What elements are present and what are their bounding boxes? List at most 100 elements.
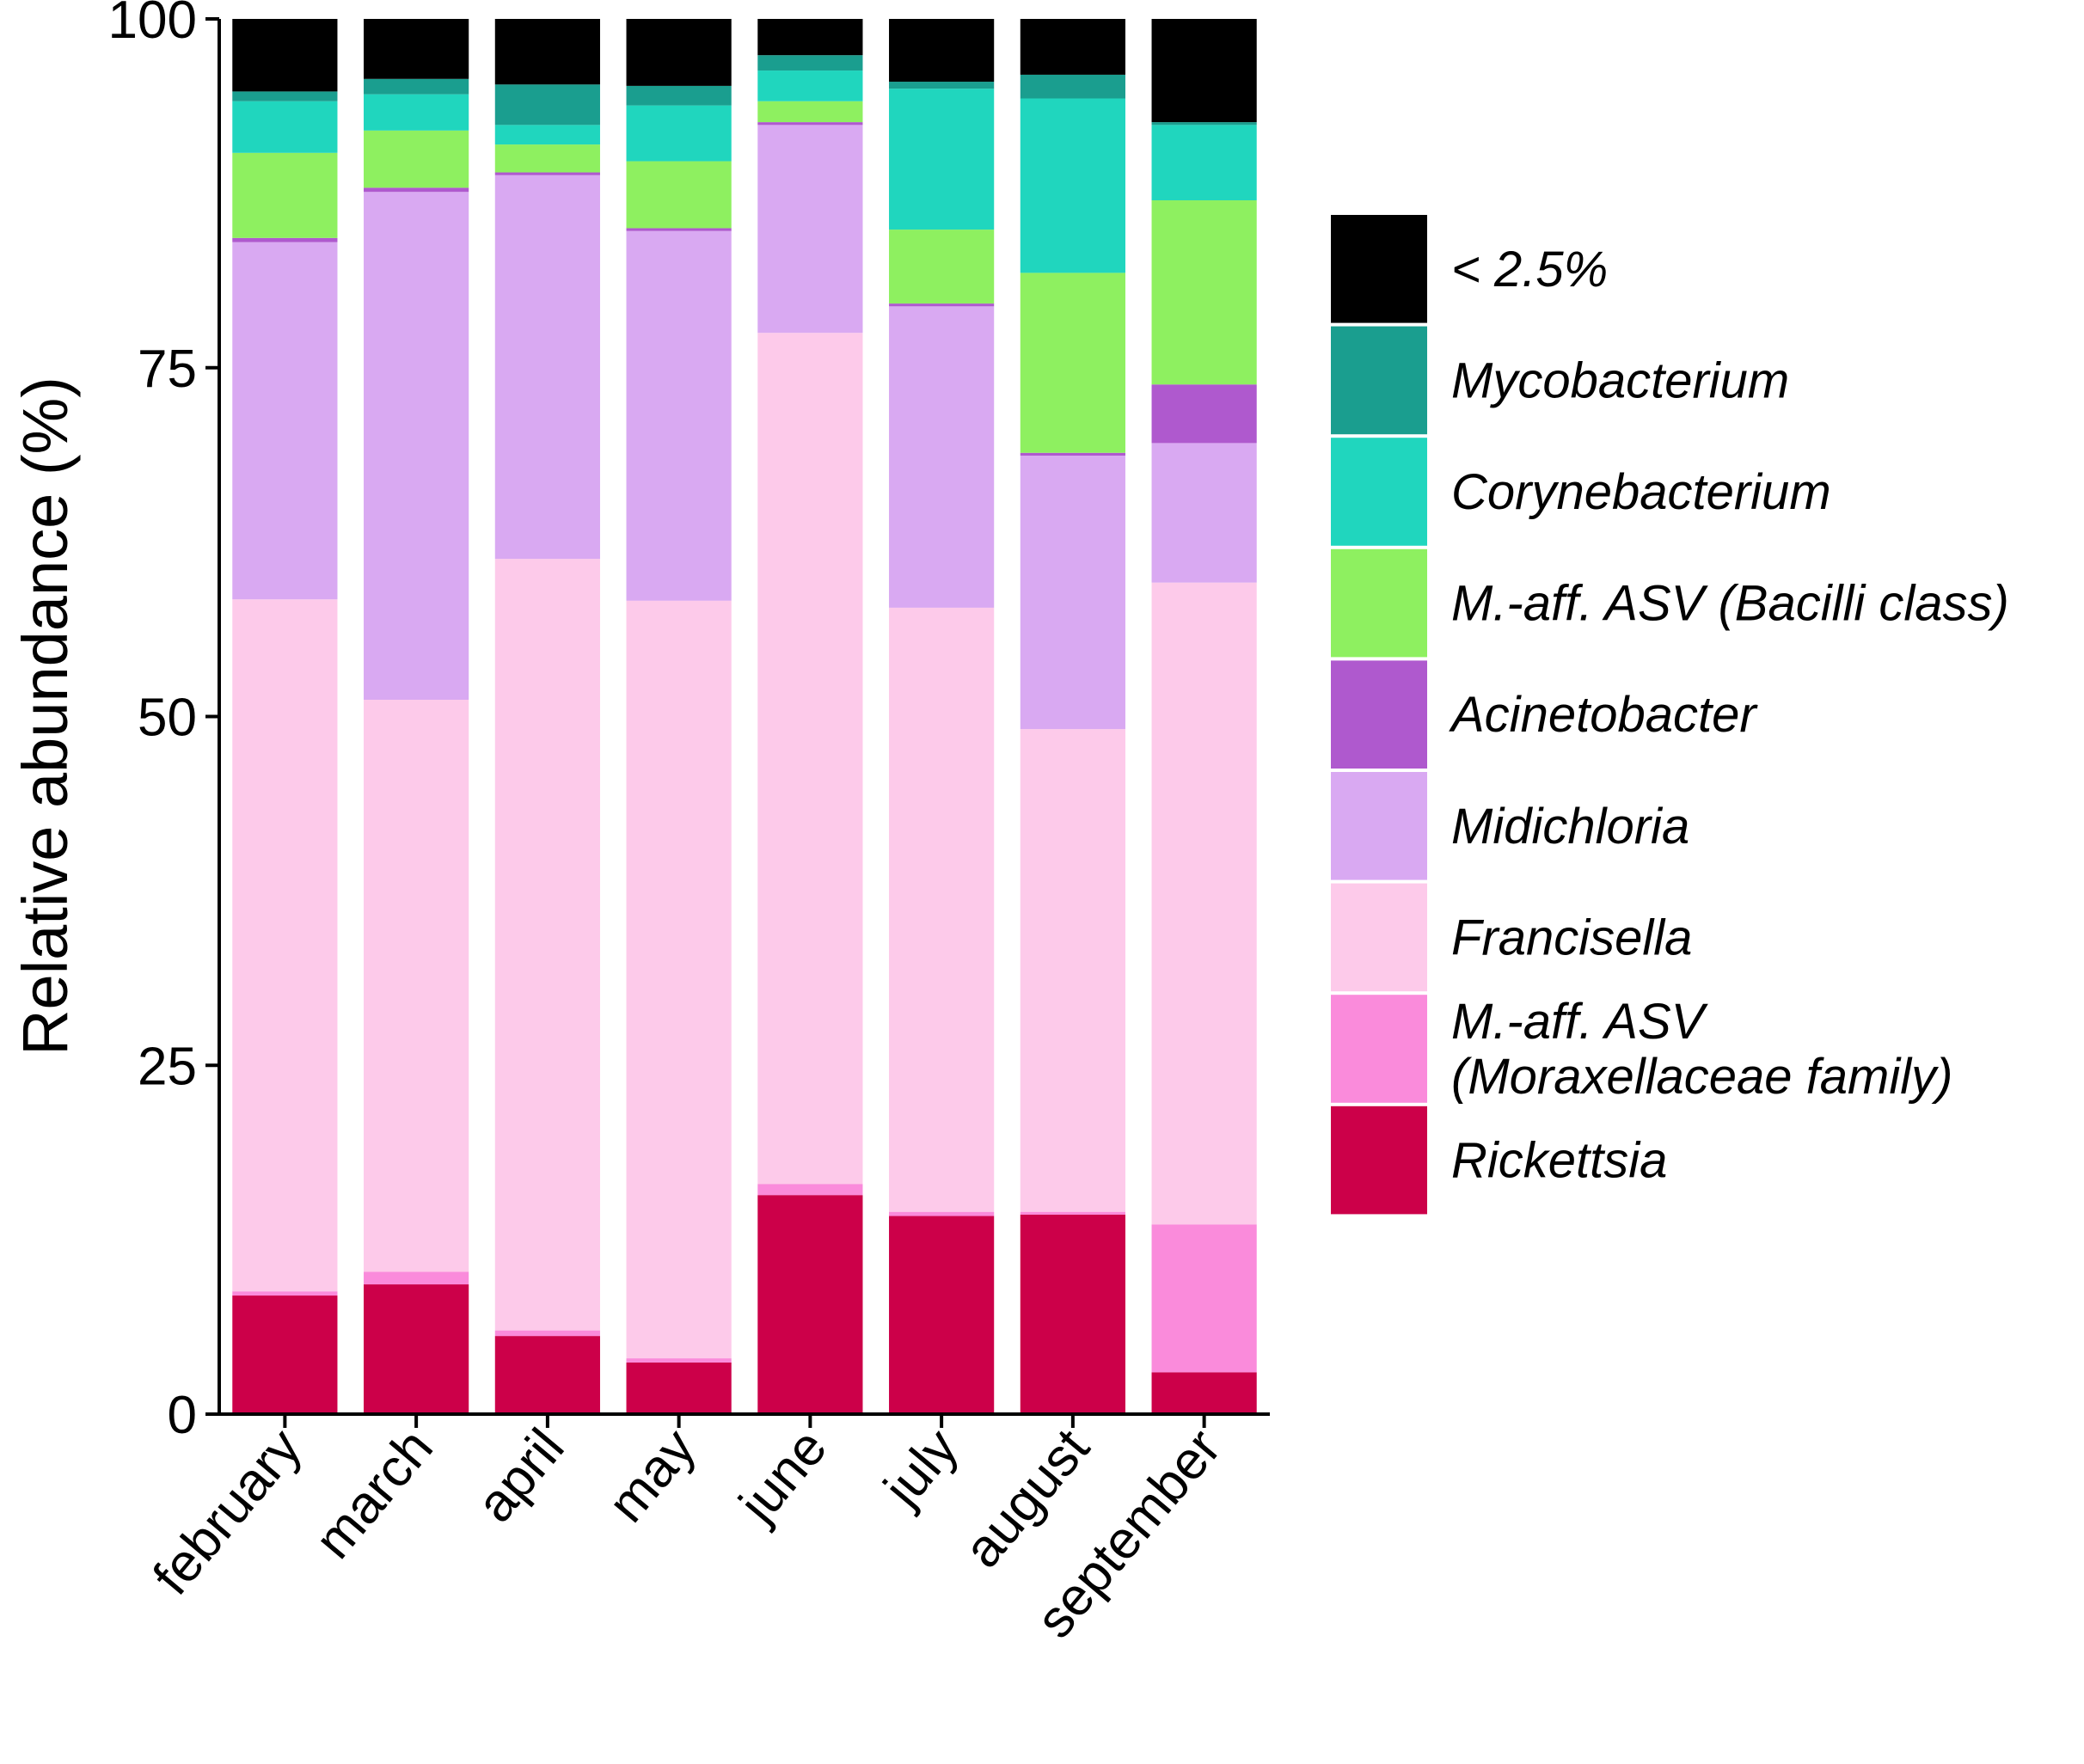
bar-segment-august-1 <box>1020 1211 1125 1215</box>
legend-key <box>1331 995 1427 1103</box>
bar-segment-july-7 <box>889 82 995 89</box>
bar-segment-june-7 <box>757 55 863 71</box>
bar-segment-april-7 <box>494 84 600 126</box>
bar-segment-may-4 <box>626 228 732 231</box>
bar-segment-february-3 <box>232 242 338 600</box>
bar-segment-march-4 <box>364 187 469 193</box>
y-tick-label: 75 <box>138 340 197 399</box>
bar-segment-august-4 <box>1020 452 1125 456</box>
bar-segment-may-6 <box>626 105 732 162</box>
legend-key <box>1331 215 1427 323</box>
bar-segment-july-6 <box>889 89 995 230</box>
bar-segment-march-7 <box>364 78 469 95</box>
bar-segment-august-2 <box>1020 729 1125 1212</box>
legend-label: Acinetobacter <box>1449 687 1758 743</box>
bar-segment-march-3 <box>364 192 469 701</box>
bar-segment-march-8 <box>364 19 469 79</box>
bar-segment-august-5 <box>1020 273 1125 453</box>
bar-segment-june-3 <box>757 125 863 334</box>
bar-segment-july-1 <box>889 1211 995 1216</box>
bar-segment-march-6 <box>364 94 469 131</box>
bar-segment-september-7 <box>1151 122 1257 126</box>
legend-key <box>1331 883 1427 992</box>
bar-segment-september-4 <box>1151 384 1257 444</box>
x-tick-label: june <box>727 1418 838 1535</box>
bar-segment-april-8 <box>494 19 600 85</box>
bar-segment-february-8 <box>232 19 338 92</box>
legend-key <box>1331 438 1427 546</box>
bar-segment-may-0 <box>626 1362 732 1414</box>
bar-segment-june-0 <box>757 1195 863 1414</box>
bar-segment-may-3 <box>626 230 732 601</box>
y-tick-label: 100 <box>108 0 197 50</box>
bar-segment-february-6 <box>232 101 338 153</box>
bar-segment-september-3 <box>1151 443 1257 583</box>
y-tick-label: 0 <box>168 1386 197 1445</box>
bar-segment-september-6 <box>1151 125 1257 200</box>
bar-segment-february-1 <box>232 1291 338 1296</box>
bar-segment-june-4 <box>757 122 863 126</box>
bar-segment-april-0 <box>494 1336 600 1414</box>
bar-segment-april-1 <box>494 1330 600 1337</box>
legend-label: Corynebacterium <box>1451 464 1831 520</box>
x-tick-label: february <box>142 1418 313 1607</box>
legend-key <box>1331 1106 1427 1215</box>
y-ticks: 0 25 50 75 100 <box>108 0 219 1445</box>
bar-segment-april-2 <box>494 559 600 1331</box>
bar-segment-may-5 <box>626 161 732 229</box>
bar-segment-july-5 <box>889 230 995 304</box>
bar-segment-august-3 <box>1020 455 1125 730</box>
bar-segment-august-8 <box>1020 19 1125 75</box>
bar-segment-april-3 <box>494 175 600 560</box>
bar-segment-february-4 <box>232 237 338 242</box>
bar-segment-may-1 <box>626 1358 732 1363</box>
x-tick-label: march <box>303 1418 444 1570</box>
legend-key <box>1331 548 1427 658</box>
bar-segment-april-4 <box>494 172 600 175</box>
bar-segment-august-7 <box>1020 74 1125 99</box>
bar-segment-july-8 <box>889 19 995 83</box>
bar-segment-february-5 <box>232 152 338 238</box>
bar-segment-june-8 <box>757 19 863 56</box>
legend: < 2.5% Mycobacterium Corynebacterium M.-aff… <box>1331 215 2009 1215</box>
bar-segment-february-7 <box>232 91 338 101</box>
legend-label: M.-aff. ASV (Moraxellaceae family) <box>1451 994 1952 1105</box>
y-axis-title: Relative abundance (%) <box>9 377 81 1056</box>
bar-segment-june-2 <box>757 333 863 1185</box>
legend-label: Mycobacterium <box>1451 352 1789 408</box>
legend-label: Rickettsia <box>1451 1133 1667 1189</box>
bar-segment-september-0 <box>1151 1372 1257 1414</box>
bar-segment-may-8 <box>626 19 732 86</box>
bar-segment-september-2 <box>1151 582 1257 1225</box>
bar-segment-july-0 <box>889 1216 995 1414</box>
bar-segment-february-2 <box>232 599 338 1292</box>
bar-segment-march-2 <box>364 700 469 1272</box>
legend-key <box>1331 660 1427 769</box>
legend-key <box>1331 772 1427 880</box>
bar-segment-august-0 <box>1020 1214 1125 1414</box>
bar-segment-june-5 <box>757 101 863 123</box>
bar-segment-july-2 <box>889 607 995 1212</box>
bar-segment-april-5 <box>494 144 600 173</box>
bar-segment-september-8 <box>1151 19 1257 123</box>
x-tick-label: july <box>872 1418 970 1519</box>
legend-label: < 2.5% <box>1451 242 1608 297</box>
legend-label: Midichloria <box>1451 799 1689 854</box>
legend-label: Francisella <box>1451 910 1692 965</box>
legend-key <box>1331 326 1427 435</box>
bar-segment-april-6 <box>494 125 600 145</box>
x-tick-label: may <box>597 1418 707 1534</box>
legend-label: M.-aff. ASV (Bacilli class) <box>1451 576 2009 632</box>
bar-segment-july-4 <box>889 303 995 307</box>
bar-segment-may-2 <box>626 600 732 1359</box>
y-tick-label: 50 <box>138 689 197 748</box>
bar-segment-march-5 <box>364 130 469 188</box>
bar-segment-june-6 <box>757 70 863 101</box>
bar-segment-august-6 <box>1020 98 1125 273</box>
x-tick-label: april <box>465 1418 575 1534</box>
bar-segment-september-1 <box>1151 1224 1257 1373</box>
bar-segment-february-0 <box>232 1295 338 1414</box>
bar-segment-july-3 <box>889 306 995 608</box>
